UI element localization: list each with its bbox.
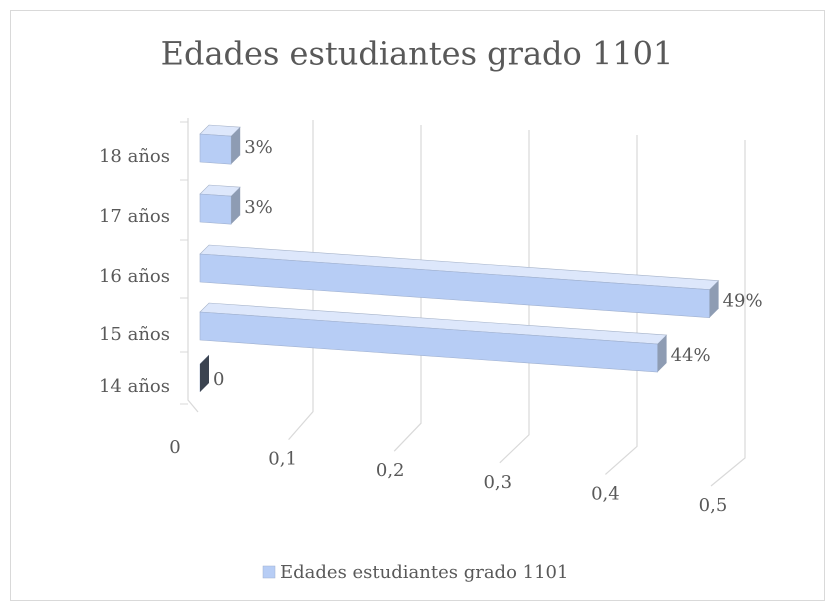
- grid-line: [710, 140, 746, 487]
- x-tick-label: 0,3: [483, 472, 512, 493]
- y-tick-label: 14 años: [99, 376, 170, 397]
- vertical-axis: [187, 118, 199, 413]
- y-tick-label: 18 años: [99, 146, 170, 167]
- y-tick-label: 17 años: [99, 206, 170, 227]
- grid-line: [605, 135, 638, 475]
- bar-end: [231, 187, 241, 225]
- chart-title: Edades estudiantes grado 1101: [161, 35, 674, 73]
- grid-line: [393, 125, 422, 452]
- legend-label: Edades estudiantes grado 1101: [280, 562, 568, 583]
- data-label: 3%: [244, 197, 273, 218]
- bar-end: [200, 355, 209, 392]
- bar: [199, 193, 232, 225]
- y-tick-label: 16 años: [99, 266, 170, 287]
- x-tick-label: 0: [169, 437, 180, 458]
- data-label: 49%: [723, 291, 763, 312]
- bar-end: [709, 280, 719, 318]
- bar: [199, 133, 232, 165]
- legend-swatch: [262, 565, 276, 579]
- x-tick-label: 0,5: [699, 495, 728, 516]
- bar-end: [231, 127, 241, 165]
- x-tick-label: 0,2: [376, 460, 405, 481]
- data-label: 44%: [671, 345, 711, 366]
- data-label: 0: [213, 369, 224, 390]
- bar-end: [657, 335, 667, 373]
- grid-line: [288, 120, 314, 440]
- data-label: 3%: [244, 137, 273, 158]
- x-tick-label: 0,1: [268, 449, 297, 470]
- grid-line: [499, 130, 530, 464]
- x-tick-label: 0,4: [591, 483, 620, 504]
- y-tick-label: 15 años: [99, 324, 170, 345]
